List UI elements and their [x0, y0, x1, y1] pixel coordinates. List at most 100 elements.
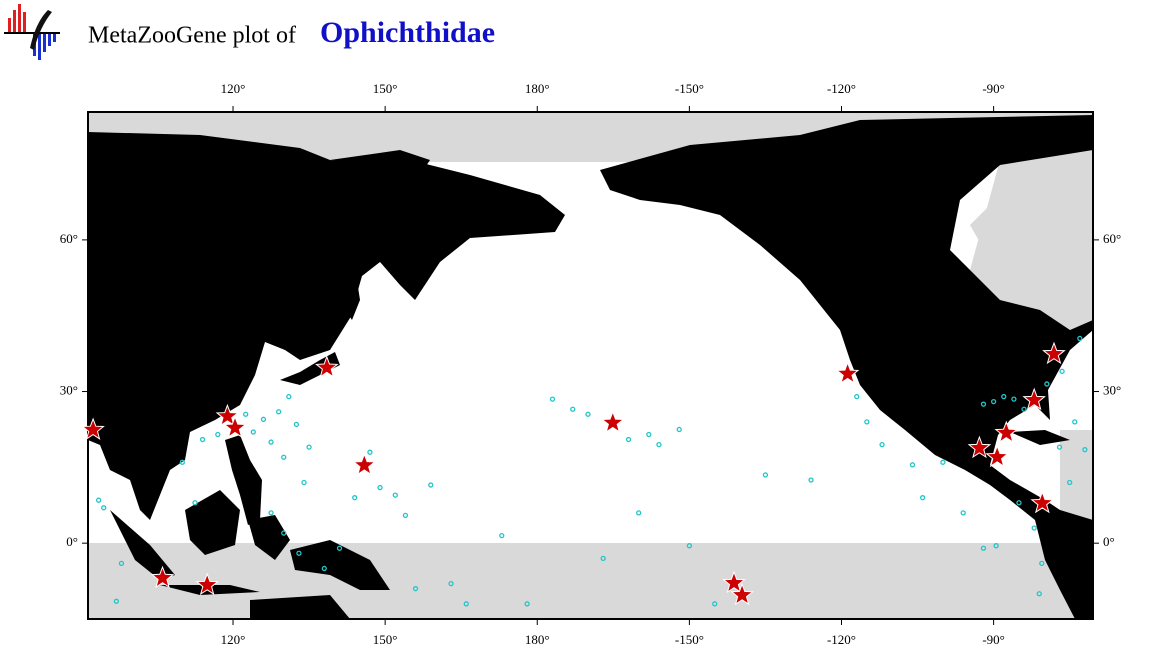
sample-point [854, 393, 860, 400]
x-tick-label-bottom: -90° [982, 632, 1005, 647]
sample-point [250, 429, 256, 435]
sample-point [293, 421, 300, 428]
y-tick-label-right: 60° [1103, 231, 1121, 246]
sample-star [1042, 341, 1066, 365]
sample-point [268, 510, 274, 516]
sample-point [980, 545, 987, 551]
sample-point [1082, 447, 1088, 453]
x-tick-label-bottom: 150° [373, 632, 398, 647]
sample-star [315, 355, 339, 378]
sample-star [1030, 490, 1055, 514]
sample-point [448, 580, 454, 587]
sample-point [808, 477, 814, 483]
sample-point [268, 439, 274, 445]
sample-point [377, 484, 383, 491]
sample-point [570, 406, 576, 412]
sample-point [412, 586, 419, 592]
sample-point [656, 441, 662, 448]
sample-point [215, 431, 221, 438]
sample-star [223, 415, 247, 438]
sample-stars [81, 341, 1066, 606]
sample-star [195, 572, 219, 596]
sample-point [281, 454, 287, 460]
sample-point [95, 497, 102, 503]
x-tick-label-bottom: -120° [827, 632, 856, 647]
y-tick-label-left: 30° [60, 383, 78, 398]
sample-point [636, 510, 642, 516]
x-tick-label-top: -90° [982, 81, 1005, 96]
sample-point [1039, 560, 1045, 567]
sample-point [243, 411, 249, 417]
sample-point [336, 545, 343, 551]
x-tick-label-top: -120° [827, 81, 856, 96]
sample-star [835, 361, 860, 384]
sample-star [1022, 387, 1046, 411]
sample-point [879, 441, 885, 448]
sample-point [281, 530, 287, 536]
sample-star [352, 452, 377, 476]
y-tick-label-right: 30° [1103, 383, 1121, 398]
title-prefix: MetaZooGene plot of [88, 23, 296, 49]
sample-points [95, 335, 1088, 607]
x-tick-label-top: 180° [525, 81, 550, 96]
logo [4, 4, 60, 60]
sample-point [402, 512, 409, 519]
sample-point [600, 555, 606, 561]
x-tick-label-top: 120° [221, 81, 246, 96]
sample-star [967, 435, 992, 459]
x-tick-label-bottom: -150° [675, 632, 704, 647]
sample-point [1031, 525, 1037, 531]
x-tick-label-bottom: 120° [221, 632, 246, 647]
sample-point [352, 495, 358, 501]
sample-point [1077, 335, 1083, 342]
x-tick-label-top: -150° [675, 81, 704, 96]
sample-point [1001, 393, 1007, 400]
sample-point [585, 411, 591, 417]
sample-point [625, 436, 632, 443]
sample-point [296, 550, 302, 556]
map-base [87, 111, 1094, 620]
sample-star [215, 403, 240, 427]
sample-star [722, 570, 746, 594]
sample-point [919, 495, 926, 501]
sample-point [1021, 406, 1027, 412]
y-tick-label-left: 60° [60, 231, 78, 246]
sample-point [864, 419, 870, 425]
sample-point [1044, 381, 1050, 387]
sample-point [286, 393, 292, 400]
sample-star [150, 565, 175, 589]
sample-star [985, 444, 1009, 468]
sample-point [646, 431, 652, 438]
sample-star [730, 582, 754, 606]
sample-point [301, 479, 307, 486]
sample-point [321, 565, 327, 572]
x-tick-label-bottom: 180° [525, 632, 550, 647]
y-tick-label-right: 0° [1103, 534, 1115, 549]
sample-point [199, 436, 206, 443]
sample-point [1056, 444, 1063, 450]
sample-point [990, 398, 997, 405]
sample-point [1072, 419, 1078, 425]
sample-point [940, 459, 946, 465]
sample-point [1059, 368, 1065, 374]
x-tick-label-top: 150° [373, 81, 398, 96]
sample-point [762, 472, 769, 478]
sample-point [993, 543, 999, 549]
sample-star [81, 417, 105, 440]
sample-point [499, 532, 505, 539]
sample-point [1016, 500, 1022, 506]
sample-point [392, 492, 398, 498]
sample-point [960, 510, 966, 516]
sample-point [686, 543, 693, 549]
axis-ticks: 120° 120° 150° 150° 180° 180° -150° -150° -120° -… [60, 81, 1121, 647]
sample-point [276, 409, 282, 415]
sample-point [909, 462, 916, 468]
sample-star [600, 410, 625, 433]
y-tick-label-left: 0° [66, 534, 78, 549]
sample-point [118, 560, 125, 567]
sample-point [113, 598, 120, 604]
sample-point [192, 500, 198, 506]
sample-point [260, 416, 267, 422]
sample-point [549, 396, 556, 402]
